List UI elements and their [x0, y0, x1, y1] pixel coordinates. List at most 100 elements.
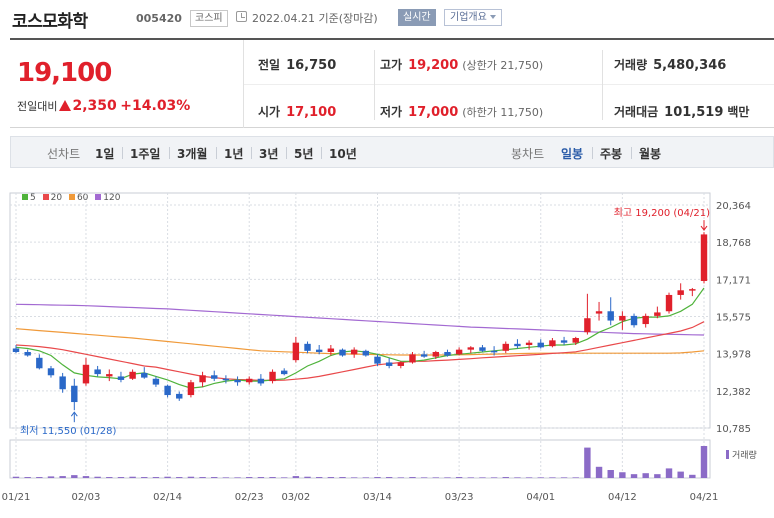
legend-swatch — [22, 194, 28, 200]
x-tick-label: 04/21 — [690, 492, 719, 503]
period-10y[interactable]: 10년 — [329, 147, 357, 161]
candle-body — [36, 357, 43, 369]
volume-bar — [362, 477, 370, 478]
period-divider — [251, 147, 252, 159]
period-1d[interactable]: 1일 — [95, 147, 115, 161]
candle-body — [397, 362, 405, 366]
candle-body — [82, 364, 90, 384]
candle-body — [246, 378, 253, 383]
legend-ma60: 60 — [65, 193, 88, 203]
volume-bar — [246, 477, 253, 478]
candle-body — [374, 356, 381, 364]
volume-bar — [549, 477, 556, 478]
period-divider — [216, 147, 217, 159]
candle-body — [176, 393, 183, 399]
volume-bar — [315, 477, 323, 478]
candle-body — [94, 369, 101, 375]
candle-body — [327, 348, 335, 352]
volume-bar — [595, 466, 603, 478]
y-tick-label: 10,785 — [716, 424, 751, 435]
amount-label: 거래대금 — [614, 105, 659, 119]
stock-name[interactable]: 코스모화학 — [12, 12, 88, 32]
candle-body — [677, 290, 684, 295]
period-divider — [321, 147, 322, 159]
volume-bar — [467, 477, 474, 478]
volume-bar — [12, 476, 20, 478]
period-3y[interactable]: 3년 — [259, 147, 279, 161]
candle-body — [700, 234, 708, 281]
period-daily[interactable]: 일봉 — [561, 147, 584, 161]
volume-bar — [584, 447, 591, 478]
realtime-button[interactable]: 실시간 — [398, 9, 436, 26]
candle-body — [537, 342, 544, 348]
period-divider — [169, 147, 170, 159]
period-1y[interactable]: 1년 — [224, 147, 244, 161]
period-weekly[interactable]: 주봉 — [600, 147, 623, 161]
candle-body — [444, 351, 451, 356]
open-cell: 시가 17,100 — [258, 103, 336, 120]
period-1w[interactable]: 1주일 — [130, 147, 161, 161]
candle-body — [467, 347, 474, 350]
volume-bar — [525, 477, 533, 478]
volume-bar — [374, 477, 381, 478]
volume-bar — [385, 477, 393, 478]
candle-body — [280, 370, 288, 375]
candle-body — [549, 340, 556, 347]
candle-body — [315, 349, 323, 352]
volume-bar — [689, 474, 696, 478]
candle-body — [607, 311, 614, 321]
legend-swatch — [42, 194, 49, 200]
company-overview-button[interactable]: 기업개요 — [444, 9, 502, 26]
volume-bar — [47, 476, 55, 478]
volume-bar — [677, 471, 684, 478]
x-tick-label: 02/03 — [72, 492, 101, 503]
change-label: 전일대비 — [17, 100, 58, 113]
volume-bar — [572, 477, 579, 478]
volume-bar — [292, 476, 300, 478]
volume-bar — [164, 476, 171, 478]
legend-label: 20 — [50, 193, 63, 203]
period-divider — [122, 147, 123, 159]
high-annotation: 최고 19,200 (04/21) — [614, 207, 710, 219]
candle-body — [385, 362, 393, 366]
y-tick-label: 13,978 — [716, 350, 751, 361]
current-price: 19,100 — [17, 58, 112, 88]
volume-bar — [700, 446, 708, 478]
volume-bar — [665, 468, 673, 478]
period-3m[interactable]: 3개월 — [177, 147, 208, 161]
base-date: 2022.04.21 기준(장마감) — [252, 12, 378, 25]
volume-bar — [327, 477, 335, 478]
volume-bar — [339, 477, 346, 478]
y-tick-label: 17,171 — [716, 275, 751, 286]
price-change: 전일대비 2,350 +14.03% — [17, 98, 190, 114]
volume-bar — [455, 477, 463, 478]
low-label: 저가 — [380, 105, 403, 119]
low-annotation: 최저 11,550 (01/28) — [20, 425, 116, 437]
candle-body — [211, 375, 218, 379]
amount-cell: 거래대금 101,519 백만 — [614, 103, 749, 120]
ma5-line — [15, 287, 705, 389]
x-tick-label: 03/23 — [445, 492, 474, 503]
candle-body — [432, 351, 440, 357]
volume-bar — [420, 477, 428, 478]
candle-body — [269, 371, 276, 382]
volume-bar — [630, 474, 638, 478]
col-divider — [374, 50, 375, 120]
volume-bar — [304, 476, 311, 478]
candle-body — [106, 374, 113, 377]
legend-ma5: 5 — [18, 193, 36, 203]
volume-bar — [152, 477, 160, 478]
candle-body — [584, 318, 591, 333]
period-5y[interactable]: 5년 — [294, 147, 314, 161]
volume-bar — [444, 477, 451, 478]
period-divider — [286, 147, 287, 159]
volume-bar — [397, 477, 405, 478]
candle-chart-label: 봉차트 — [511, 147, 545, 161]
candle-body — [152, 378, 160, 385]
period-monthly[interactable]: 월봉 — [639, 147, 662, 161]
y-tick-label: 12,382 — [716, 387, 751, 398]
candle-body — [12, 348, 20, 352]
legend-swatch — [68, 194, 75, 200]
